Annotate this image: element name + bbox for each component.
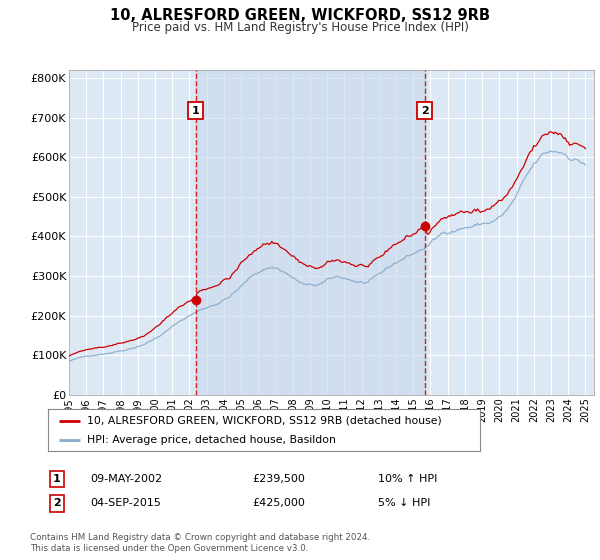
- Text: 2: 2: [53, 498, 61, 508]
- Text: HPI: Average price, detached house, Basildon: HPI: Average price, detached house, Basi…: [87, 435, 336, 445]
- Text: 04-SEP-2015: 04-SEP-2015: [90, 498, 161, 508]
- Text: 10% ↑ HPI: 10% ↑ HPI: [378, 474, 437, 484]
- Text: 10, ALRESFORD GREEN, WICKFORD, SS12 9RB (detached house): 10, ALRESFORD GREEN, WICKFORD, SS12 9RB …: [87, 416, 442, 426]
- Text: £425,000: £425,000: [252, 498, 305, 508]
- Text: 5% ↓ HPI: 5% ↓ HPI: [378, 498, 430, 508]
- Text: Contains HM Land Registry data © Crown copyright and database right 2024.
This d: Contains HM Land Registry data © Crown c…: [30, 533, 370, 553]
- Text: £239,500: £239,500: [252, 474, 305, 484]
- Text: 10, ALRESFORD GREEN, WICKFORD, SS12 9RB: 10, ALRESFORD GREEN, WICKFORD, SS12 9RB: [110, 8, 490, 24]
- Text: 1: 1: [53, 474, 61, 484]
- Text: 09-MAY-2002: 09-MAY-2002: [90, 474, 162, 484]
- Bar: [196, 70, 425, 395]
- Text: 1: 1: [191, 106, 199, 115]
- Text: Price paid vs. HM Land Registry's House Price Index (HPI): Price paid vs. HM Land Registry's House …: [131, 21, 469, 34]
- Text: 2: 2: [421, 106, 428, 115]
